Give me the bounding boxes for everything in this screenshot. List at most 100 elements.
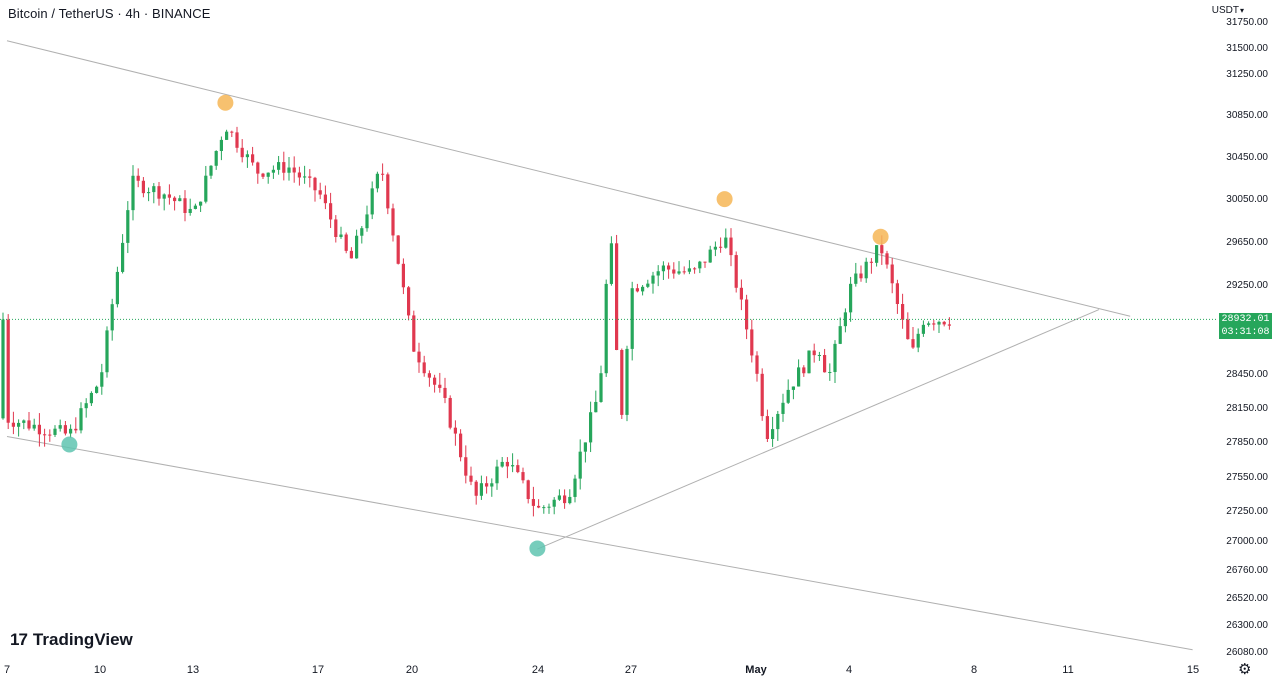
candle-body <box>937 321 941 325</box>
trendline-upper-resistance[interactable] <box>6 40 1131 317</box>
candle-body <box>927 323 931 325</box>
candle-body <box>672 269 676 274</box>
x-axis[interactable]: 7 10 13 17 20 24 27 May 4 8 11 15 <box>4 664 1199 676</box>
candle-body <box>370 188 374 215</box>
x-tick-label: 10 <box>94 664 106 676</box>
candle-body <box>812 350 816 356</box>
candle-body <box>729 237 733 256</box>
candle-body <box>282 162 286 173</box>
candle-body <box>765 416 769 440</box>
candle-body <box>797 367 801 387</box>
candle-body <box>193 205 197 209</box>
candle-body <box>817 355 821 357</box>
candle-body <box>942 321 946 325</box>
candle-body <box>542 507 546 509</box>
candle-body <box>63 425 67 434</box>
candle-body <box>360 228 364 236</box>
swing-low-marker[interactable] <box>61 436 78 453</box>
y-tick-label: 31750.00 <box>1226 17 1268 28</box>
candle-body <box>1 319 5 419</box>
candle-body <box>609 243 613 284</box>
candle-body <box>209 165 213 176</box>
candle-body <box>74 428 78 431</box>
candle-body <box>407 287 411 316</box>
candle-body <box>604 283 608 374</box>
swing-low-marker[interactable] <box>529 540 546 557</box>
candle-body <box>89 392 93 404</box>
candle-body <box>375 173 379 189</box>
candle-body <box>245 154 249 158</box>
x-tick-label: 7 <box>4 664 10 676</box>
candle-body <box>843 312 847 327</box>
candle-body <box>641 286 645 292</box>
gear-icon[interactable]: ⚙ <box>1238 661 1252 678</box>
candle-body <box>667 265 671 270</box>
candle-body <box>355 235 359 259</box>
candle-body <box>921 324 925 334</box>
swing-high-marker[interactable] <box>217 94 234 111</box>
candle-body <box>183 198 187 213</box>
candle-body <box>781 402 785 414</box>
candle-body <box>807 350 811 374</box>
candle-body <box>760 373 764 417</box>
candle-body <box>297 172 301 178</box>
y-axis[interactable]: 31750.00 31500.00 31250.00 30850.00 30450.00… <box>1226 17 1268 658</box>
candle-body <box>880 245 884 254</box>
candle-body <box>427 373 431 378</box>
candle-body <box>594 401 598 413</box>
candle-body <box>121 242 125 272</box>
candle-body <box>433 377 437 385</box>
x-tick-label: 11 <box>1062 664 1073 676</box>
candle-body <box>131 175 135 211</box>
candle-body <box>786 389 790 403</box>
candle-body <box>771 429 775 440</box>
candles-layer <box>1 126 951 517</box>
candle-body <box>277 162 281 170</box>
candle-body <box>48 434 52 436</box>
last-price-tag: 28932.01 03:31:08 <box>1219 313 1272 339</box>
candle-body <box>37 424 41 435</box>
candle-body <box>261 173 265 177</box>
candle-body <box>713 246 717 250</box>
candle-body <box>682 271 686 273</box>
x-tick-label: 24 <box>532 664 544 676</box>
candle-body <box>661 265 665 272</box>
candle-body <box>95 386 99 393</box>
candle-body <box>916 333 920 348</box>
y-tick-label: 30050.00 <box>1226 194 1268 205</box>
x-tick-label: 13 <box>187 664 199 676</box>
x-tick-label: 8 <box>971 664 977 676</box>
candle-body <box>313 177 317 191</box>
x-tick-label: 4 <box>846 664 852 676</box>
y-tick-label: 26520.00 <box>1226 593 1268 604</box>
currency-selector[interactable]: USDT▾ <box>1212 5 1244 16</box>
last-price-value: 28932.01 <box>1221 314 1270 325</box>
candle-body <box>932 323 936 325</box>
candle-body <box>885 253 889 265</box>
candle-body <box>547 506 551 508</box>
candle-body <box>505 461 509 467</box>
candle-body <box>552 499 556 507</box>
candle-body <box>401 263 405 288</box>
y-tick-label: 29650.00 <box>1226 237 1268 248</box>
bar-countdown: 03:31:08 <box>1221 327 1270 338</box>
candle-body <box>349 250 353 259</box>
candle-body <box>126 210 130 243</box>
candle-body <box>323 194 327 204</box>
candle-body <box>225 131 229 140</box>
candle-body <box>27 420 31 429</box>
candle-body <box>365 214 369 229</box>
symbol-title[interactable]: Bitcoin / TetherUS · 4h · BINANCE <box>8 6 211 21</box>
candle-body <box>204 175 208 202</box>
y-tick-label: 27550.00 <box>1226 472 1268 483</box>
tradingview-logo[interactable]: 17 TradingView <box>10 630 133 650</box>
swing-high-marker[interactable] <box>872 228 889 245</box>
candle-body <box>500 461 504 467</box>
candle-body <box>386 174 390 209</box>
trendline-rising-support[interactable] <box>537 309 1100 550</box>
trendline-lower-channel[interactable] <box>6 435 1193 651</box>
swing-high-marker[interactable] <box>716 191 733 208</box>
candle-body <box>292 167 296 173</box>
markers-layer <box>61 94 889 557</box>
